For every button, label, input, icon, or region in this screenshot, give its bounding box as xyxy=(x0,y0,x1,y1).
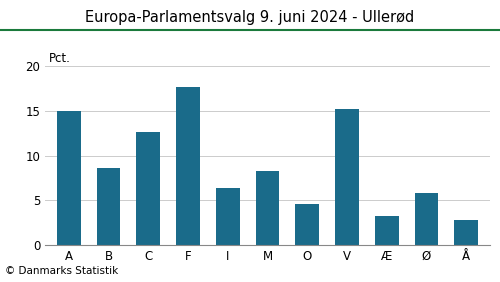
Bar xyxy=(136,132,160,245)
Bar xyxy=(57,111,81,245)
Bar xyxy=(296,204,319,245)
Text: Pct.: Pct. xyxy=(49,52,71,65)
Bar xyxy=(216,188,240,245)
Bar xyxy=(375,216,398,245)
Bar xyxy=(335,109,359,245)
Bar xyxy=(256,171,280,245)
Bar xyxy=(414,193,438,245)
Bar xyxy=(176,87,200,245)
Bar xyxy=(96,168,120,245)
Bar xyxy=(454,220,478,245)
Text: © Danmarks Statistik: © Danmarks Statistik xyxy=(5,266,118,276)
Text: Europa-Parlamentsvalg 9. juni 2024 - Ullerød: Europa-Parlamentsvalg 9. juni 2024 - Ull… xyxy=(86,10,414,25)
